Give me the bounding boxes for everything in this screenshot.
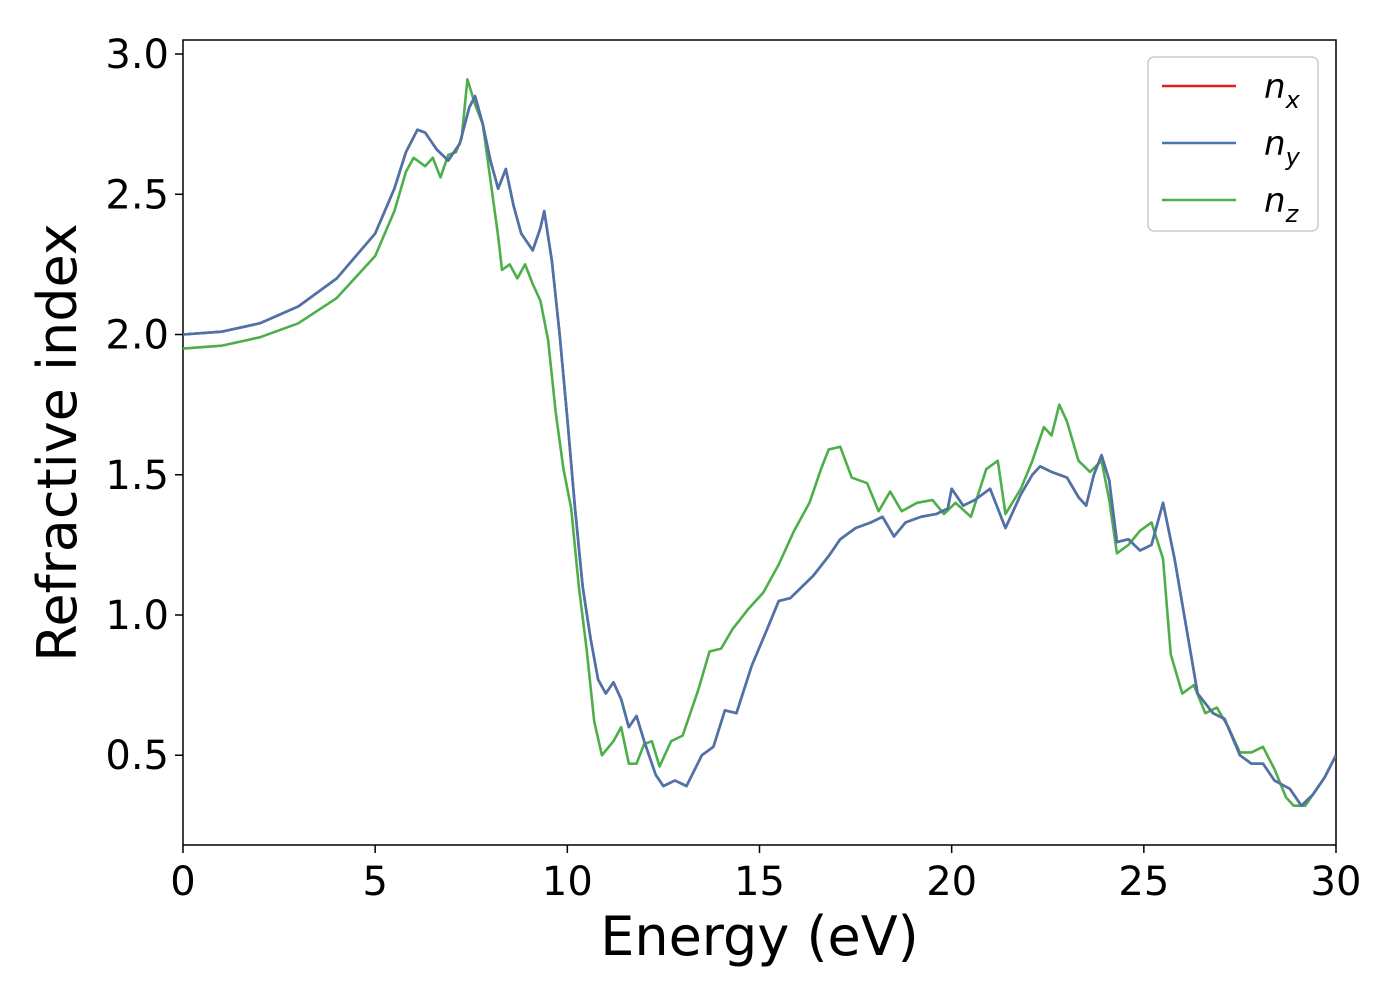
x-tick-label: 5 — [362, 859, 387, 905]
x-tick-label: 10 — [542, 859, 593, 905]
legend-label-subscript: z — [1285, 200, 1300, 228]
x-tick-label: 25 — [1118, 859, 1169, 905]
legend-label-nz: nz — [1264, 181, 1300, 228]
x-tick-label: 0 — [170, 859, 195, 905]
x-tick-label: 20 — [926, 859, 977, 905]
x-tick-label: 30 — [1311, 859, 1362, 905]
legend-label-ny: ny — [1264, 124, 1301, 171]
y-tick-label: 1.5 — [105, 453, 169, 499]
legend-label-subscript: y — [1285, 143, 1301, 171]
legend-label-subscript: x — [1285, 86, 1301, 114]
series-line-nz — [183, 77, 1336, 808]
y-tick-label: 3.0 — [105, 32, 169, 78]
y-tick-label: 2.0 — [105, 313, 169, 359]
series-line-ny — [183, 94, 1336, 808]
x-tick-label: 15 — [734, 859, 785, 905]
y-tick-label: 0.5 — [105, 733, 169, 779]
x-axis-title: Energy (eV) — [600, 905, 919, 968]
plot-area — [182, 39, 1337, 846]
legend-label-base: n — [1264, 181, 1286, 221]
legend-label-base: n — [1264, 124, 1286, 164]
legend-label-base: n — [1264, 67, 1286, 107]
y-axis-title: Refractive index — [26, 223, 89, 662]
series-layer — [183, 77, 1336, 808]
y-tick-label: 2.5 — [105, 172, 169, 218]
y-tick-label: 1.0 — [105, 593, 169, 639]
legend-label-nx: nx — [1264, 67, 1301, 114]
axes-layer: 0 5 10 15 20 25 30 0.5 1.0 1.5 2.0 2.5 3.0 — [105, 32, 1361, 905]
